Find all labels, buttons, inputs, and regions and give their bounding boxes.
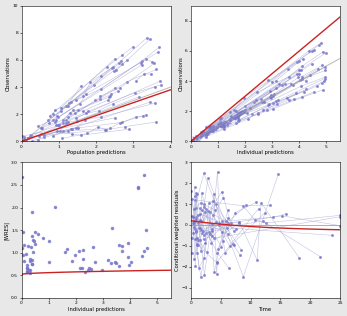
Y-axis label: Conditional weighted residuals: Conditional weighted residuals	[175, 189, 180, 271]
X-axis label: Individual predictions: Individual predictions	[68, 307, 125, 312]
Y-axis label: |WRES|: |WRES|	[4, 221, 10, 240]
X-axis label: Time: Time	[259, 307, 272, 312]
Y-axis label: Observations: Observations	[178, 56, 183, 91]
X-axis label: Individual predictions: Individual predictions	[237, 150, 294, 155]
Y-axis label: Observations: Observations	[6, 56, 11, 91]
X-axis label: Population predictions: Population predictions	[67, 150, 125, 155]
